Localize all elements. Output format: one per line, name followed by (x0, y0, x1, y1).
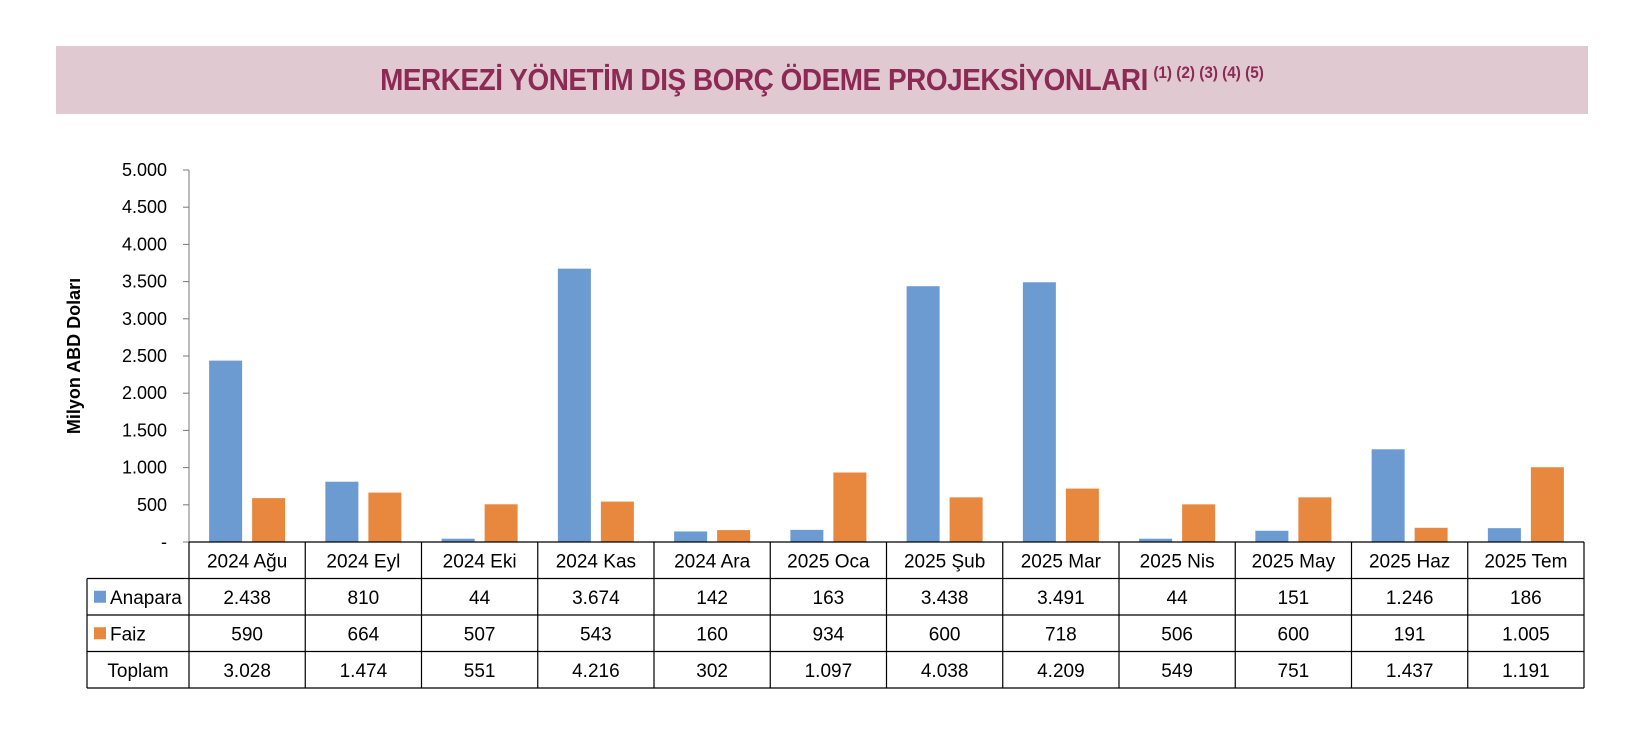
data-label-toplam: 1.097 (805, 661, 853, 682)
data-label-faiz: 600 (929, 624, 961, 645)
bar-anapara (209, 360, 243, 542)
y-tick-label: 5.000 (122, 160, 167, 180)
data-label-faiz: 507 (464, 624, 496, 645)
data-label-faiz: 718 (1045, 624, 1077, 645)
y-tick-label: 2.000 (122, 383, 167, 403)
bar-faiz (949, 497, 983, 542)
data-label-anapara: 142 (696, 588, 728, 609)
bar-anapara (1139, 538, 1173, 542)
data-label-toplam: 751 (1278, 661, 1310, 682)
bar-faiz (1182, 504, 1216, 542)
data-label-faiz: 1.005 (1502, 624, 1550, 645)
y-tick-label: 3.000 (122, 309, 167, 329)
bar-anapara (1487, 528, 1521, 542)
row-label-anapara: Anapara (110, 588, 182, 609)
bar-anapara (674, 531, 708, 542)
bar-faiz (368, 492, 402, 542)
data-label-faiz: 506 (1161, 624, 1193, 645)
data-label-toplam: 4.038 (921, 661, 969, 682)
data-label-anapara: 3.438 (921, 588, 969, 609)
category-label: 2024 Kas (556, 551, 636, 572)
y-tick-label: 4.000 (122, 234, 167, 254)
data-label-faiz: 664 (348, 624, 380, 645)
bar-faiz (717, 530, 751, 542)
title-banner: MERKEZİ YÖNETİM DIŞ BORÇ ÖDEME PROJEKSİY… (56, 46, 1588, 114)
chart-title-notes: (1) (2) (3) (4) (5) (1153, 63, 1264, 82)
y-axis-title: Milyon ABD Doları (64, 278, 84, 434)
chart-title-text: MERKEZİ YÖNETİM DIŞ BORÇ ÖDEME PROJEKSİY… (380, 62, 1148, 97)
data-label-toplam: 1.474 (340, 661, 388, 682)
bar-faiz (1414, 527, 1448, 542)
category-label: 2025 Şub (904, 551, 985, 572)
bar-anapara (1255, 530, 1289, 542)
bar-anapara (1371, 449, 1405, 542)
row-label-faiz: Faiz (110, 624, 146, 645)
category-label: 2025 May (1252, 551, 1336, 572)
data-label-faiz: 160 (696, 624, 728, 645)
bar-faiz (1530, 467, 1564, 542)
data-label-faiz: 934 (813, 624, 845, 645)
data-label-toplam: 302 (696, 661, 728, 682)
category-label: 2024 Eki (443, 551, 517, 572)
data-label-toplam: 551 (464, 661, 496, 682)
data-label-anapara: 186 (1510, 588, 1542, 609)
bar-faiz (600, 501, 634, 542)
bar-faiz (1298, 497, 1332, 542)
bar-anapara (441, 538, 475, 542)
category-label: 2025 Nis (1140, 551, 1215, 572)
y-tick-label: 1.000 (122, 458, 167, 478)
data-label-anapara: 3.491 (1037, 588, 1085, 609)
data-label-anapara: 44 (1167, 588, 1189, 609)
category-label: 2024 Ağu (207, 551, 287, 572)
data-label-toplam: 3.028 (223, 661, 271, 682)
legend-swatch-anapara (94, 590, 106, 603)
bar-faiz (484, 504, 518, 542)
legend-swatch-faiz (94, 627, 106, 640)
bar-anapara (557, 268, 591, 542)
y-tick-label: - (161, 532, 167, 552)
data-label-anapara: 151 (1278, 588, 1310, 609)
y-tick-label: 500 (137, 495, 167, 515)
y-tick-label: 1.500 (122, 420, 167, 440)
data-label-toplam: 4.216 (572, 661, 620, 682)
data-label-anapara: 1.246 (1386, 588, 1434, 609)
data-label-anapara: 163 (813, 588, 845, 609)
data-label-anapara: 2.438 (223, 588, 271, 609)
bar-anapara (906, 286, 940, 542)
row-label-toplam: Toplam (107, 661, 168, 682)
category-label: 2024 Eyl (326, 551, 400, 572)
bar-faiz (1065, 488, 1099, 542)
data-label-faiz: 543 (580, 624, 612, 645)
category-label: 2024 Ara (674, 551, 750, 572)
bar-faiz (833, 472, 867, 542)
y-tick-label: 4.500 (122, 197, 167, 217)
y-tick-label: 2.500 (122, 346, 167, 366)
bar-anapara (790, 529, 824, 542)
data-label-toplam: 1.191 (1502, 661, 1550, 682)
bar-anapara (325, 481, 359, 542)
category-label: 2025 Oca (787, 551, 870, 572)
data-label-anapara: 3.674 (572, 588, 620, 609)
chart-title: MERKEZİ YÖNETİM DIŞ BORÇ ÖDEME PROJEKSİY… (380, 62, 1264, 98)
bar-faiz (252, 498, 286, 542)
data-label-toplam: 1.437 (1386, 661, 1434, 682)
data-label-faiz: 600 (1278, 624, 1310, 645)
data-label-toplam: 549 (1161, 661, 1193, 682)
y-tick-label: 3.500 (122, 272, 167, 292)
data-label-toplam: 4.209 (1037, 661, 1085, 682)
category-label: 2025 Haz (1369, 551, 1450, 572)
data-label-anapara: 44 (469, 588, 491, 609)
data-label-faiz: 590 (231, 624, 263, 645)
data-label-anapara: 810 (348, 588, 380, 609)
category-label: 2025 Tem (1484, 551, 1567, 572)
bar-anapara (1022, 282, 1056, 542)
data-label-faiz: 191 (1394, 624, 1426, 645)
category-label: 2025 Mar (1021, 551, 1102, 572)
